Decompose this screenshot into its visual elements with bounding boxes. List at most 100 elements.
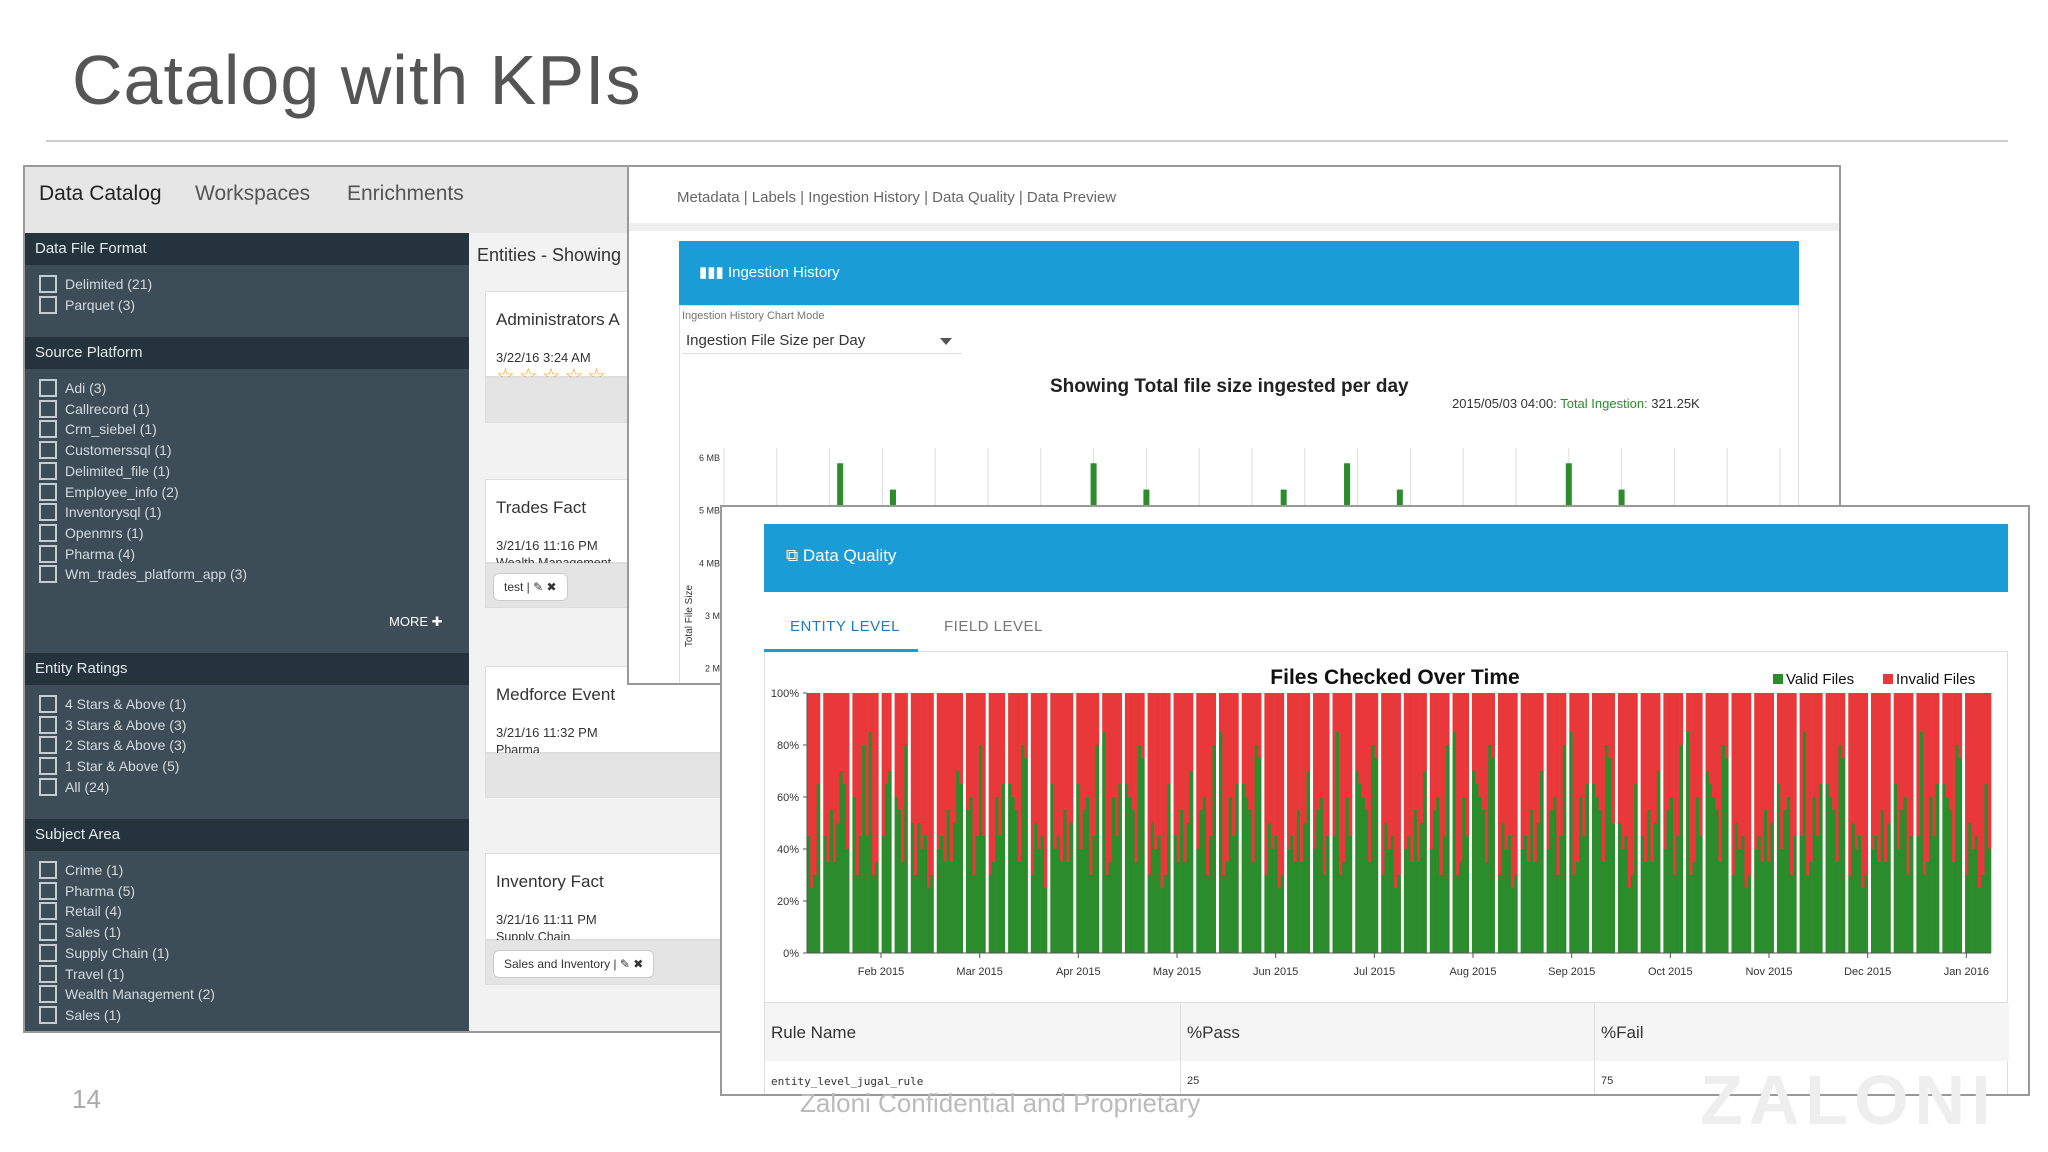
invalid-bar[interactable] (1423, 693, 1427, 771)
invalid-bar[interactable] (1274, 693, 1278, 836)
invalid-bar[interactable] (1705, 693, 1710, 771)
invalid-bar[interactable] (1971, 693, 1976, 849)
valid-bar[interactable] (1504, 849, 1508, 953)
valid-bar[interactable] (1776, 784, 1781, 953)
invalid-bar[interactable] (1287, 693, 1291, 849)
valid-bar[interactable] (1802, 732, 1807, 953)
filter-option[interactable]: All (24) (39, 777, 109, 797)
filter-checkbox[interactable] (39, 736, 57, 755)
valid-bar[interactable] (1416, 862, 1421, 953)
invalid-bar[interactable] (1595, 693, 1599, 797)
valid-bar[interactable] (1870, 849, 1875, 953)
invalid-bar[interactable] (930, 693, 934, 875)
valid-bar[interactable] (1815, 836, 1820, 953)
valid-bar[interactable] (1368, 862, 1372, 953)
invalid-bar[interactable] (1556, 693, 1560, 875)
invalid-bar[interactable] (1647, 693, 1651, 810)
invalid-bar[interactable] (1089, 693, 1093, 875)
valid-bar[interactable] (1319, 797, 1324, 953)
invalid-bar[interactable] (1776, 693, 1781, 784)
valid-bar[interactable] (1160, 888, 1165, 953)
valid-bar[interactable] (1063, 810, 1067, 953)
valid-bar[interactable] (1582, 836, 1586, 953)
valid-bar[interactable] (1316, 810, 1320, 953)
valid-bar[interactable] (1770, 823, 1774, 953)
invalid-bar[interactable] (1277, 693, 1281, 888)
valid-bar[interactable] (1514, 875, 1518, 953)
valid-bar[interactable] (1212, 745, 1217, 953)
filter-checkbox[interactable] (39, 985, 57, 1004)
filter-checkbox[interactable] (39, 544, 57, 563)
filter-option[interactable]: Sales (1) (39, 922, 121, 942)
invalid-bar[interactable] (1974, 693, 1979, 836)
invalid-bar[interactable] (917, 693, 921, 823)
valid-bar[interactable] (1095, 745, 1100, 953)
invalid-bar[interactable] (1793, 693, 1797, 836)
invalid-bar[interactable] (1154, 693, 1158, 849)
invalid-bar[interactable] (1332, 693, 1337, 836)
valid-bar[interactable] (1209, 836, 1213, 953)
valid-bar[interactable] (1731, 875, 1736, 953)
valid-bar[interactable] (1896, 849, 1901, 953)
valid-bar[interactable] (1653, 823, 1658, 953)
invalid-bar[interactable] (1407, 693, 1411, 836)
invalid-bar[interactable] (1235, 693, 1239, 784)
invalid-bar[interactable] (1014, 693, 1019, 810)
valid-bar[interactable] (1390, 836, 1395, 953)
valid-bar[interactable] (807, 836, 811, 953)
tab-enrichments[interactable]: Enrichments (347, 182, 464, 205)
invalid-bar[interactable] (1650, 693, 1654, 862)
valid-bar[interactable] (1115, 836, 1119, 953)
valid-bar[interactable] (1348, 836, 1353, 953)
valid-bar[interactable] (836, 823, 840, 953)
valid-bar[interactable] (1011, 797, 1015, 953)
valid-bar[interactable] (949, 862, 954, 953)
valid-bar[interactable] (1848, 875, 1852, 953)
valid-bar[interactable] (1789, 875, 1794, 953)
valid-bar[interactable] (1111, 797, 1116, 953)
valid-bar[interactable] (1699, 836, 1703, 953)
valid-bar[interactable] (1767, 862, 1771, 953)
invalid-bar[interactable] (1355, 693, 1359, 771)
valid-bar[interactable] (1679, 745, 1684, 953)
invalid-bar[interactable] (910, 693, 915, 823)
valid-bar[interactable] (1621, 849, 1625, 953)
valid-bar[interactable] (1008, 784, 1012, 953)
invalid-bar[interactable] (952, 693, 957, 823)
invalid-bar[interactable] (1420, 693, 1424, 823)
invalid-bar[interactable] (972, 693, 976, 875)
invalid-bar[interactable] (1462, 693, 1466, 797)
invalid-bar[interactable] (842, 693, 847, 784)
valid-bar[interactable] (888, 771, 892, 953)
valid-bar[interactable] (1105, 875, 1109, 953)
valid-bar[interactable] (1491, 758, 1495, 953)
invalid-bar[interactable] (1218, 693, 1223, 732)
invalid-bar[interactable] (1368, 693, 1372, 862)
invalid-bar[interactable] (1387, 693, 1392, 849)
valid-bar[interactable] (1630, 875, 1635, 953)
valid-bar[interactable] (1241, 784, 1246, 953)
invalid-bar[interactable] (1504, 693, 1508, 849)
invalid-bar[interactable] (1945, 693, 1950, 797)
valid-bar[interactable] (927, 888, 931, 953)
valid-bar[interactable] (1877, 862, 1882, 953)
valid-bar[interactable] (969, 797, 973, 953)
valid-bar[interactable] (881, 836, 886, 953)
valid-bar[interactable] (1277, 888, 1281, 953)
valid-bar[interactable] (823, 836, 827, 953)
invalid-bar[interactable] (1767, 693, 1771, 862)
filter-option[interactable]: Pharma (4) (39, 544, 135, 564)
invalid-bar[interactable] (1825, 693, 1830, 784)
invalid-bar[interactable] (1530, 693, 1534, 810)
invalid-bar[interactable] (1952, 693, 1956, 862)
valid-bar[interactable] (975, 836, 980, 953)
valid-bar[interactable] (1128, 797, 1132, 953)
invalid-bar[interactable] (1819, 693, 1823, 784)
valid-bar[interactable] (875, 862, 879, 953)
filter-checkbox[interactable] (39, 523, 57, 542)
invalid-bar[interactable] (1909, 693, 1914, 836)
invalid-bar[interactable] (858, 693, 863, 836)
valid-bar[interactable] (1608, 758, 1612, 953)
valid-bar[interactable] (1303, 823, 1307, 953)
chart-mode-select[interactable]: Ingestion File Size per Day (682, 328, 962, 354)
